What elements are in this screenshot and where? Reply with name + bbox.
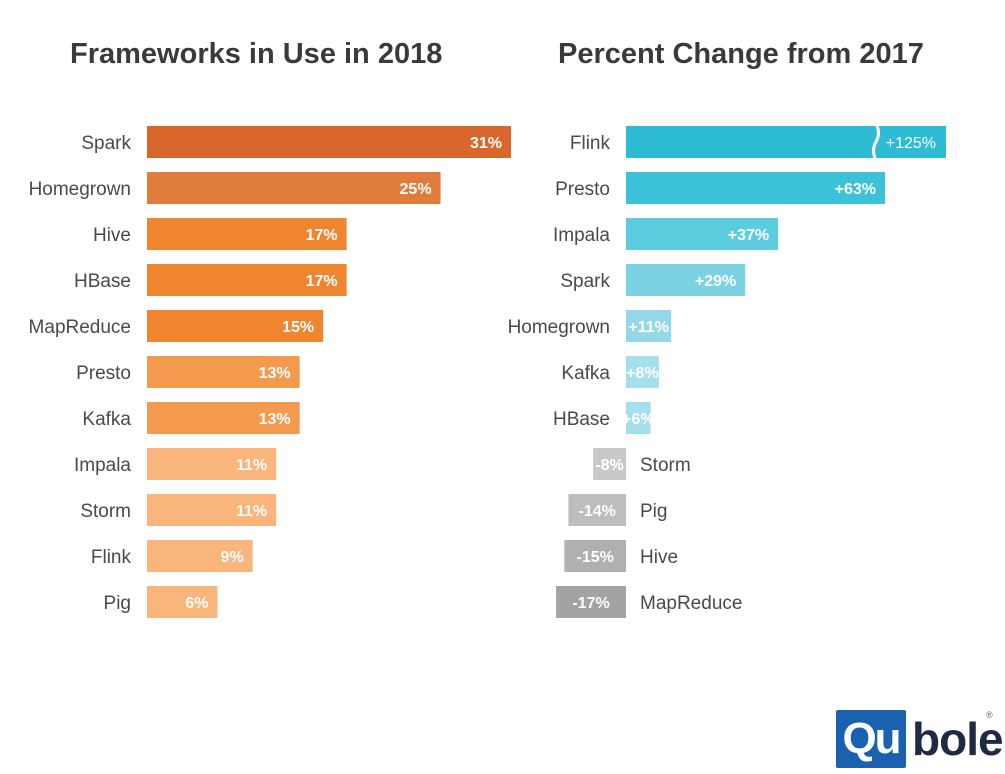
value-label-frameworks-homegrown: 25% <box>400 181 432 198</box>
category-label-change-storm: Storm <box>640 455 691 476</box>
value-label-frameworks-storm: 11% <box>236 503 267 520</box>
bar-frameworks-presto <box>147 356 300 388</box>
bar-change-kafka <box>626 356 659 388</box>
bar-frameworks-hive <box>147 218 347 250</box>
bar-change-pig <box>568 494 626 526</box>
category-label-change-spark: Spark <box>560 271 610 292</box>
value-label-change-kafka: +8% <box>626 365 658 382</box>
value-label-frameworks-presto: 13% <box>259 365 291 382</box>
value-label-change-mapreduce: -17% <box>572 595 609 612</box>
value-label-change-hbase: +6% <box>622 411 654 428</box>
category-label-change-hbase: HBase <box>553 409 610 430</box>
value-label-change-homegrown: +11% <box>628 319 668 336</box>
category-label-change-presto: Presto <box>555 179 610 200</box>
category-label-frameworks-pig: Pig <box>104 593 131 614</box>
value-label-change-spark: +29% <box>695 273 736 290</box>
bar-frameworks-hbase <box>147 264 347 296</box>
bar-change-spark <box>626 264 746 296</box>
category-label-frameworks-kafka: Kafka <box>82 409 131 430</box>
category-label-frameworks-presto: Presto <box>76 363 131 384</box>
bar-change-presto <box>626 172 885 204</box>
bar-change-flink <box>626 126 946 158</box>
logo-wordmark: bole <box>912 713 1004 765</box>
bar-frameworks-mapreduce <box>147 310 324 342</box>
qubole-logo: Qu bole ® <box>836 710 1004 768</box>
bar-frameworks-storm <box>147 494 277 526</box>
value-label-change-presto: +63% <box>835 181 876 198</box>
value-label-change-flink: +125% <box>886 135 936 152</box>
category-label-change-impala: Impala <box>553 225 610 246</box>
logo-registered-mark: ® <box>986 710 993 720</box>
value-label-frameworks-spark: 31% <box>470 135 502 152</box>
category-label-frameworks-flink: Flink <box>91 547 132 568</box>
bar-frameworks-homegrown <box>147 172 441 204</box>
category-label-frameworks-hbase: HBase <box>74 271 131 292</box>
category-label-change-hive: Hive <box>640 547 678 568</box>
logo-mark: Qu <box>836 710 906 768</box>
value-label-frameworks-pig: 6% <box>185 595 208 612</box>
category-label-frameworks-hive: Hive <box>93 225 131 246</box>
value-label-frameworks-flink: 9% <box>221 549 244 566</box>
value-label-frameworks-impala: 11% <box>236 457 267 474</box>
bar-change-mapreduce <box>556 586 626 618</box>
bar-change-storm <box>593 448 626 480</box>
category-label-frameworks-homegrown: Homegrown <box>29 179 131 200</box>
bar-change-homegrown <box>626 310 672 342</box>
value-label-change-impala: +37% <box>728 227 769 244</box>
value-label-change-storm: -8% <box>595 457 623 474</box>
bar-frameworks-spark <box>147 126 511 158</box>
bar-frameworks-impala <box>147 448 277 480</box>
category-label-change-kafka: Kafka <box>561 363 610 384</box>
value-label-frameworks-hbase: 17% <box>306 273 338 290</box>
category-label-frameworks-impala: Impala <box>74 455 131 476</box>
value-label-change-hive: -15% <box>576 549 613 566</box>
category-label-frameworks-spark: Spark <box>81 133 131 154</box>
category-label-frameworks-storm: Storm <box>80 501 131 522</box>
category-label-change-homegrown: Homegrown <box>508 317 610 338</box>
value-label-frameworks-kafka: 13% <box>259 411 291 428</box>
bar-frameworks-flink <box>147 540 253 572</box>
value-label-change-pig: -14% <box>579 503 616 520</box>
bar-frameworks-kafka <box>147 402 300 434</box>
bar-change-hbase <box>626 402 651 434</box>
bar-frameworks-pig <box>147 586 218 618</box>
chart-title-frameworks: Frameworks in Use in 2018 <box>70 38 443 70</box>
category-label-frameworks-mapreduce: MapReduce <box>29 317 131 338</box>
bar-change-hive <box>564 540 626 572</box>
axis-break-marker <box>872 123 880 161</box>
category-label-change-mapreduce: MapReduce <box>640 593 742 614</box>
value-label-frameworks-mapreduce: 15% <box>282 319 314 336</box>
value-label-frameworks-hive: 17% <box>306 227 338 244</box>
category-label-change-pig: Pig <box>640 501 667 522</box>
category-label-change-flink: Flink <box>570 133 611 154</box>
chart-title-percent-change: Percent Change from 2017 <box>558 38 924 70</box>
bar-change-impala <box>626 218 779 250</box>
